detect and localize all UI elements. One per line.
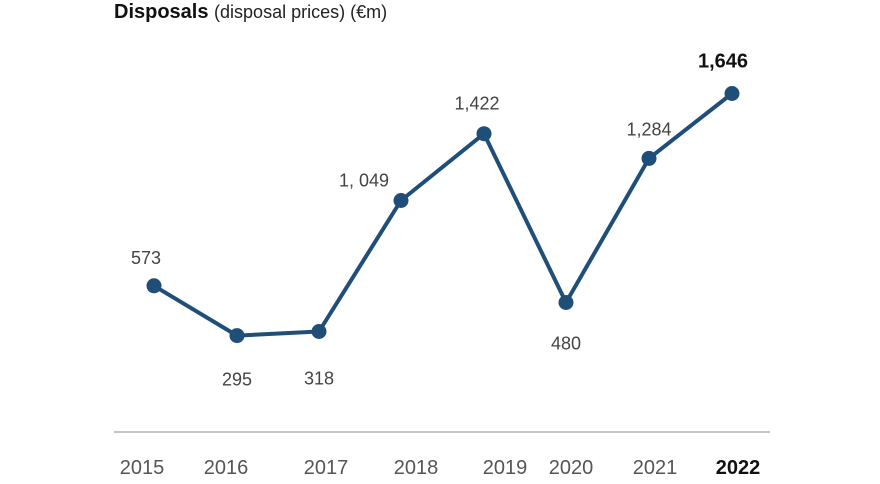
data-label-2021: 1,284 bbox=[626, 119, 671, 139]
chart-subtitle: (disposal prices) (€m) bbox=[214, 2, 388, 22]
x-tick-label-2019: 2019 bbox=[483, 457, 528, 479]
series-line bbox=[152, 91, 734, 338]
data-point-2017 bbox=[311, 324, 327, 339]
data-point-2019 bbox=[476, 126, 492, 142]
chart-title-main: Disposals bbox=[114, 1, 209, 23]
data-label-2020: 480 bbox=[551, 334, 581, 354]
x-tick-label-2022: 2022 bbox=[716, 457, 761, 479]
data-label-2019: 1,422 bbox=[454, 94, 499, 114]
x-tick-label-2021: 2021 bbox=[633, 457, 678, 479]
data-label-2015: 573 bbox=[131, 248, 161, 268]
x-tick-group: 2015 2016 2017 2018 2019 2020 2021 2022 bbox=[120, 457, 761, 479]
x-tick-label-2016: 2016 bbox=[204, 457, 249, 479]
data-label-2016: 295 bbox=[222, 370, 252, 390]
data-point-2021 bbox=[641, 150, 657, 166]
point-group bbox=[146, 86, 740, 344]
data-point-2020 bbox=[558, 295, 574, 310]
data-label-2022: 1,646 bbox=[698, 51, 748, 73]
data-point-2015 bbox=[146, 278, 162, 294]
data-point-2018 bbox=[393, 193, 409, 208]
data-label-group: 573 295 318 1, 049 1,422 480 1,284 1,646 bbox=[131, 51, 748, 390]
data-point-2022 bbox=[724, 86, 740, 101]
data-label-2018: 1, 049 bbox=[339, 171, 389, 191]
data-label-2017: 318 bbox=[304, 369, 334, 389]
x-tick-label-2017: 2017 bbox=[304, 457, 349, 479]
x-tick-label-2020: 2020 bbox=[549, 457, 594, 479]
x-tick-label-2015: 2015 bbox=[120, 457, 165, 479]
data-point-2016 bbox=[229, 328, 245, 344]
x-tick-label-2018: 2018 bbox=[394, 457, 439, 479]
chart-title: Disposals (disposal prices) (€m) bbox=[114, 0, 387, 24]
series-line-group bbox=[152, 91, 734, 338]
